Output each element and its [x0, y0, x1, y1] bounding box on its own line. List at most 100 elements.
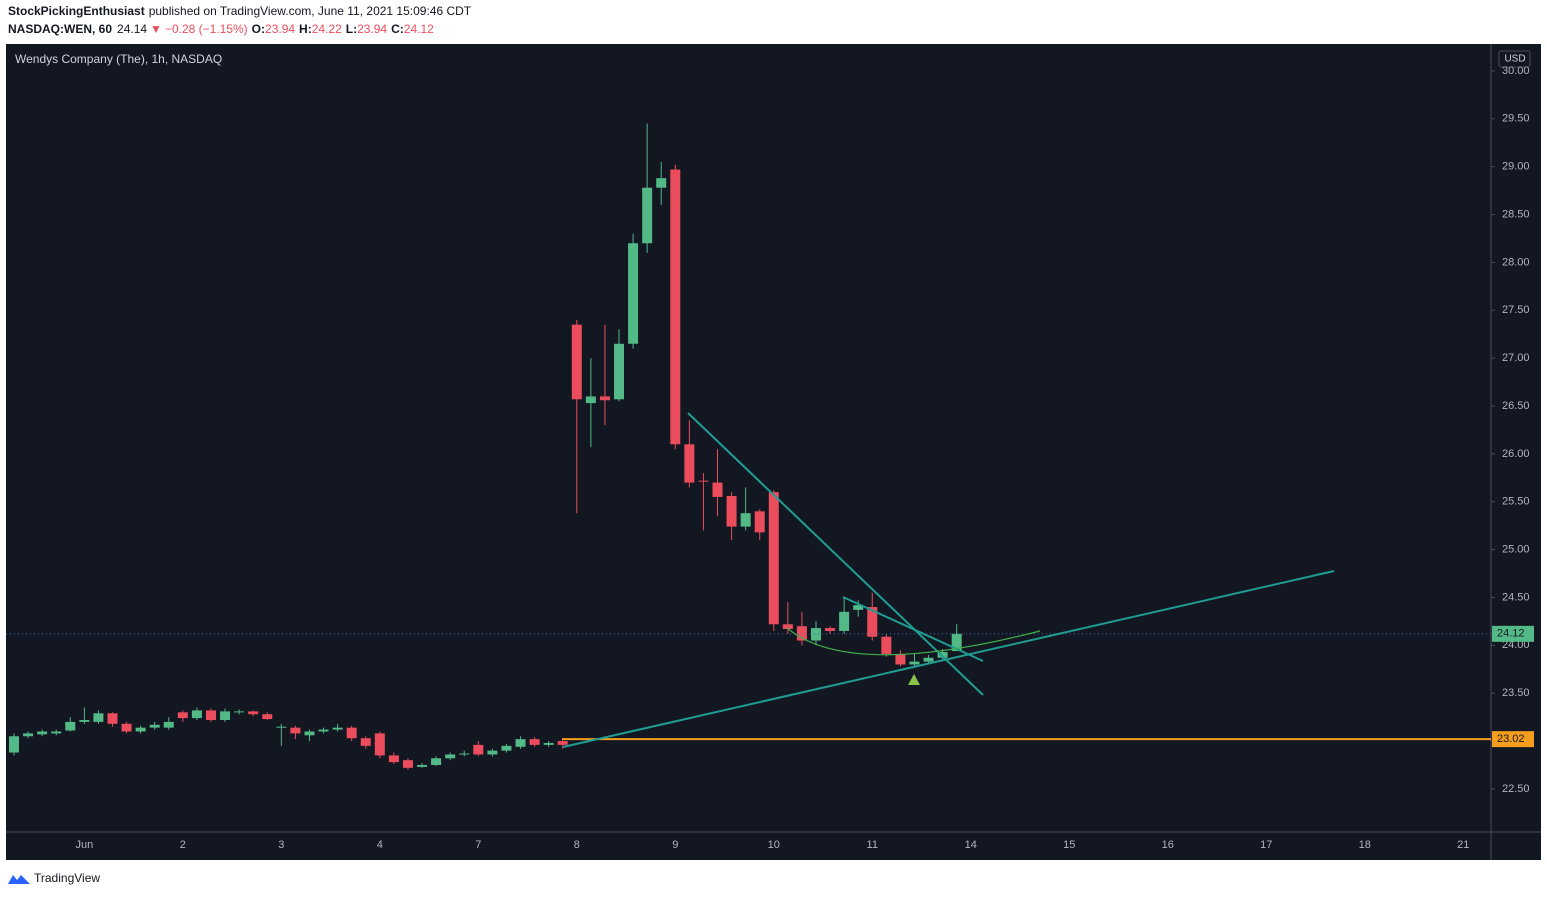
y-tick-label: 27.00: [1502, 352, 1530, 364]
candle-body: [642, 187, 653, 244]
price-label: 23.02: [1497, 733, 1525, 745]
ohlc-value: 24.22: [312, 22, 342, 36]
candle-body: [726, 495, 737, 527]
x-tick-label: 9: [672, 839, 678, 851]
y-tick-label: 30.00: [1502, 65, 1530, 77]
candle-body: [698, 480, 709, 482]
x-tick-label: 7: [475, 839, 481, 851]
candle-body: [923, 657, 934, 662]
change-arrow: ▼: [150, 22, 162, 36]
quote-line: NASDAQ:WEN, 60 24.14 ▼ −0.28 (−1.15%) O:23.9…: [8, 22, 434, 36]
logo: [8, 875, 30, 884]
x-tick-label: 3: [278, 839, 284, 851]
candle-body: [431, 758, 442, 765]
x-tick-label: 15: [1063, 839, 1075, 851]
price-label-box: [1492, 625, 1534, 642]
author: StockPickingEnthusiast: [8, 4, 145, 18]
header-line: StockPickingEnthusiast published on Tradi…: [8, 4, 472, 18]
candle-body: [79, 719, 90, 722]
candle-body: [585, 396, 596, 404]
candle-body: [234, 711, 245, 713]
candle-body: [290, 727, 301, 734]
candle-body: [825, 628, 836, 631]
y-tick-label: 23.50: [1502, 687, 1530, 699]
candle-body: [304, 731, 315, 736]
y-tick-label: 26.50: [1502, 400, 1530, 412]
candle-body: [628, 243, 639, 344]
candle-body: [754, 511, 765, 533]
candle-body: [614, 343, 625, 400]
published: published on TradingView.com, June 11, 2…: [149, 4, 472, 18]
drawings: [562, 412, 1335, 748]
chart-title: Wendys Company (The), 1h, NASDAQ: [15, 52, 222, 66]
candle-body: [332, 727, 343, 730]
candle-body: [37, 731, 48, 735]
candle-body: [121, 723, 132, 732]
x-tick-label: 16: [1162, 839, 1174, 851]
ohlc-value: 23.94: [357, 22, 387, 36]
candle-body: [571, 324, 582, 400]
y-tick-label: 28.00: [1502, 256, 1530, 268]
candle-body: [346, 727, 357, 739]
candle-body: [149, 724, 160, 728]
candle-body: [712, 482, 723, 497]
candle-body: [459, 753, 470, 755]
y-tick-label: 29.00: [1502, 161, 1530, 173]
x-tick-label: 17: [1260, 839, 1272, 851]
candle-body: [163, 721, 174, 728]
candle-body: [360, 738, 371, 746]
symbol: NASDAQ:WEN, 60: [8, 22, 112, 36]
candle-body: [515, 739, 526, 747]
candle-body: [135, 727, 146, 732]
candle-body: [9, 736, 19, 753]
candle-body: [23, 733, 34, 737]
x-tick-label: Jun: [75, 839, 93, 851]
trend-line: [687, 412, 984, 696]
candle-body: [839, 611, 850, 631]
candle-body: [937, 652, 948, 658]
candle-body: [65, 721, 76, 731]
chart-background: [6, 44, 1541, 860]
candle-body: [318, 729, 329, 732]
candle-body: [670, 169, 681, 445]
x-tick-label: 2: [180, 839, 186, 851]
candle-body: [768, 492, 779, 625]
price-label: 24.12: [1497, 628, 1525, 640]
candle-body: [388, 755, 399, 763]
ohlc-label: H:: [299, 22, 312, 36]
candle-body: [374, 733, 385, 756]
x-tick-label: 11: [867, 839, 878, 851]
y-tick-label: 26.00: [1502, 448, 1530, 460]
last-price: 24.14: [117, 22, 147, 36]
ohlc-value: 23.94: [265, 22, 295, 36]
price-label-box: [1492, 731, 1534, 748]
brand: TradingView: [34, 871, 100, 885]
candle-body: [177, 712, 188, 719]
candle-body: [557, 741, 568, 745]
candle-body: [276, 726, 287, 728]
candle-body: [445, 754, 456, 759]
candle-body: [656, 178, 667, 188]
candle-body: [853, 605, 864, 610]
ohlc-label: C:: [391, 22, 404, 36]
candle-body: [740, 513, 751, 527]
candle-body: [417, 764, 428, 767]
arc: [786, 627, 1041, 656]
x-tick-label: 14: [965, 839, 977, 851]
currency-box: [1498, 50, 1531, 68]
trend-line: [562, 570, 1335, 748]
ohlc-value: 24.12: [404, 22, 434, 36]
candle-body: [248, 711, 259, 715]
candle-body: [909, 661, 920, 665]
candle-body: [599, 396, 610, 401]
ohlc-label: L:: [346, 22, 357, 36]
candle-body: [93, 713, 104, 722]
x-tick-label: 4: [377, 839, 383, 851]
ohlc-label: O:: [252, 22, 265, 36]
candle-body: [867, 607, 878, 637]
candle-body: [220, 711, 231, 720]
candle-body: [473, 744, 484, 755]
candle-body: [951, 633, 962, 652]
x-tick-label: 18: [1359, 839, 1371, 851]
candle-body: [51, 731, 62, 734]
